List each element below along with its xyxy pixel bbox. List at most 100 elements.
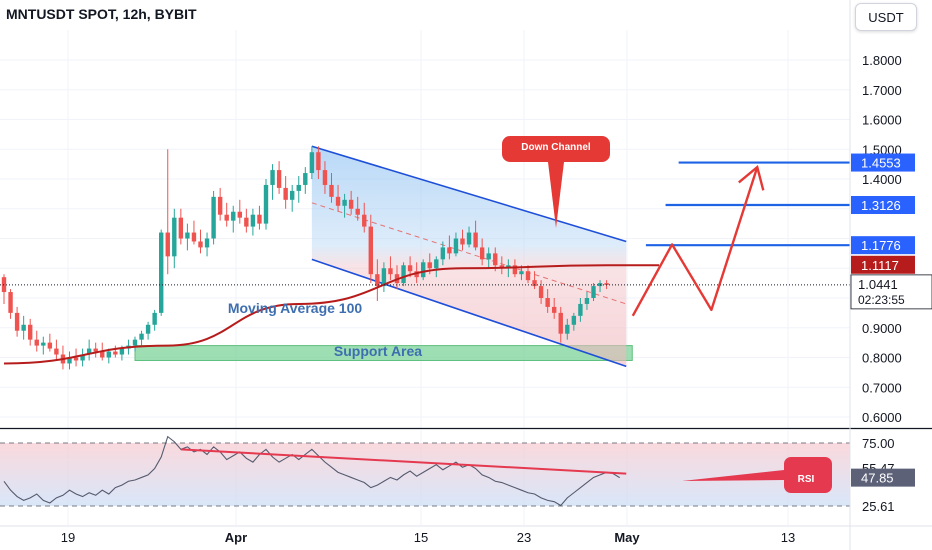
y-tick-label: 1.4000 xyxy=(862,172,902,187)
price-level-tag xyxy=(851,196,915,215)
rsi-callout: RSI xyxy=(682,457,832,493)
candle xyxy=(322,170,328,185)
x-tick-label: 19 xyxy=(61,530,75,545)
candle xyxy=(565,324,570,334)
candle xyxy=(571,315,577,325)
candle xyxy=(440,247,446,260)
down-channel-callout: Down Channel xyxy=(502,136,610,228)
price-level-label: 1.1117 xyxy=(861,258,899,273)
candle xyxy=(270,170,275,185)
rsi-callout-label: RSI xyxy=(798,474,815,485)
candle xyxy=(362,214,367,227)
candle xyxy=(453,238,459,254)
candle xyxy=(244,217,249,227)
callout-shape xyxy=(682,457,832,493)
x-tick-label: May xyxy=(614,530,640,545)
moving-average-label: Moving Average 100 xyxy=(228,300,363,316)
y-tick-label: 1.5000 xyxy=(862,142,902,157)
candle xyxy=(348,199,354,209)
candle xyxy=(303,173,308,185)
candle xyxy=(591,286,596,298)
candle xyxy=(41,342,46,346)
candle xyxy=(204,238,210,248)
candle xyxy=(276,170,282,188)
candle xyxy=(34,339,39,346)
rsi-value-tag xyxy=(851,468,915,487)
candle xyxy=(296,184,301,191)
candle xyxy=(80,354,85,361)
candle xyxy=(486,253,491,260)
candle xyxy=(342,199,347,206)
support-area-label: Support Area xyxy=(334,343,422,359)
candle xyxy=(145,324,151,334)
candle xyxy=(381,268,387,287)
candle xyxy=(67,357,72,364)
price-level-tag xyxy=(851,236,915,255)
candle xyxy=(558,312,563,334)
support-area xyxy=(134,345,633,361)
currency-selector[interactable]: USDT xyxy=(855,3,917,31)
countdown-label: 02:23:55 xyxy=(858,293,905,307)
y-tick-label: 0.8000 xyxy=(862,351,902,366)
projection-arrowhead xyxy=(738,164,765,191)
candle xyxy=(257,214,262,224)
candle xyxy=(8,292,13,313)
candle xyxy=(237,211,242,218)
down-channel-label: Down Channel xyxy=(521,142,591,153)
candle xyxy=(290,190,295,200)
y-tick-label: 0.9000 xyxy=(862,321,902,336)
candle xyxy=(479,247,485,260)
candle xyxy=(525,271,531,281)
candle xyxy=(172,217,177,257)
candle xyxy=(224,214,229,221)
moving-average-line xyxy=(3,264,659,365)
rsi-trendline xyxy=(180,448,627,475)
candle xyxy=(316,152,321,171)
candle xyxy=(519,271,524,275)
y-tick-label: 1.8000 xyxy=(862,53,902,68)
chart-title: MNTUSDT SPOT, 12h, BYBIT xyxy=(6,6,197,22)
x-tick-label: 23 xyxy=(517,530,531,545)
candle xyxy=(545,298,550,307)
candle xyxy=(93,348,98,352)
rsi-tick-label: 25.61 xyxy=(862,499,895,514)
candle xyxy=(211,196,216,239)
candle xyxy=(217,196,223,215)
candle xyxy=(100,351,105,358)
candle xyxy=(604,283,609,285)
candle xyxy=(113,351,118,355)
y-tick-label: 1.6000 xyxy=(862,113,902,128)
rsi-band-fill xyxy=(0,443,850,506)
candle xyxy=(414,271,419,278)
candle xyxy=(309,152,315,174)
candle xyxy=(106,351,111,358)
candle xyxy=(434,259,439,269)
y-tick-label: 1.7000 xyxy=(862,83,902,98)
candle xyxy=(250,214,256,227)
price-level-tag xyxy=(851,153,915,172)
candle xyxy=(231,211,236,221)
callout-shape xyxy=(502,136,610,228)
candle xyxy=(421,262,426,278)
rsi-line xyxy=(3,435,620,507)
x-tick-label: Apr xyxy=(225,530,247,545)
last-price-label: 1.0441 xyxy=(858,277,898,292)
price-level-label: 1.4553 xyxy=(861,156,901,171)
y-tick-label: 0.7000 xyxy=(862,380,902,395)
price-level-tag xyxy=(851,255,915,274)
candle xyxy=(388,268,393,275)
x-tick-label: 15 xyxy=(414,530,428,545)
candle xyxy=(473,232,478,248)
candle xyxy=(368,226,373,275)
candle xyxy=(584,298,590,304)
last-price-tag xyxy=(850,274,932,310)
candle xyxy=(86,348,92,355)
channel-lower-line xyxy=(311,258,627,368)
candle xyxy=(165,232,170,257)
candle xyxy=(198,241,203,248)
candle xyxy=(139,333,144,340)
candle xyxy=(552,306,557,313)
candle xyxy=(191,232,197,242)
candle xyxy=(263,184,269,224)
